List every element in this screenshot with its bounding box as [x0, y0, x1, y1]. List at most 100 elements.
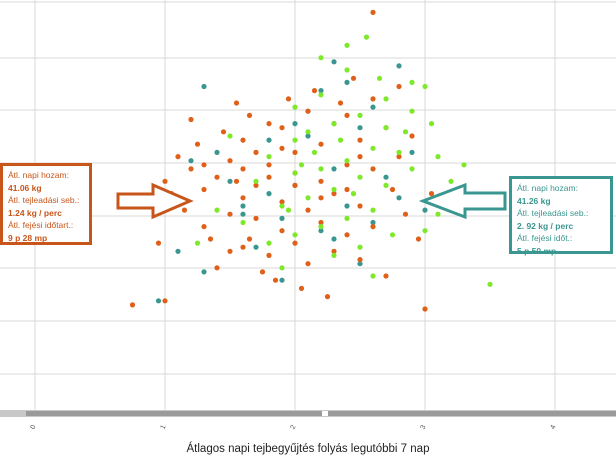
green-point — [344, 67, 350, 73]
orange-point — [246, 112, 253, 118]
teal-point — [227, 178, 233, 184]
orange-point — [292, 149, 298, 155]
orange-point — [298, 285, 305, 291]
green-point — [292, 104, 298, 110]
teal-point — [175, 248, 181, 254]
orange-point — [331, 248, 337, 254]
teal-point — [331, 166, 337, 172]
callout-right: Átl. napi hozam: 41.26 kg Átl. tejleadás… — [509, 176, 613, 256]
orange-point — [259, 269, 266, 275]
green-point — [285, 207, 292, 213]
teal-point — [279, 215, 285, 221]
orange-point — [402, 211, 409, 217]
orange-point — [305, 108, 311, 114]
green-point — [318, 224, 324, 230]
teal-point — [266, 137, 272, 143]
orange-point — [279, 145, 285, 151]
right-arrow — [418, 182, 507, 220]
orange-point — [162, 178, 168, 184]
teal-point — [240, 203, 246, 209]
orange-point — [233, 178, 240, 184]
teal-point — [396, 195, 402, 201]
orange-point — [279, 228, 285, 234]
teal-point — [357, 261, 363, 267]
orange-point — [240, 195, 246, 201]
orange-point — [357, 137, 363, 143]
orange-point — [201, 162, 207, 168]
orange-point — [318, 141, 324, 147]
teal-point — [305, 133, 311, 139]
orange-point — [344, 112, 350, 118]
green-point — [266, 154, 272, 160]
green-point — [370, 207, 376, 213]
orange-point — [253, 215, 259, 221]
orange-point — [155, 240, 162, 246]
teal-point — [201, 269, 207, 275]
orange-point — [324, 294, 331, 300]
right-rate-value: 2. 92 kg / perc — [517, 220, 574, 231]
orange-point — [279, 125, 285, 131]
orange-point — [266, 162, 272, 168]
green-point — [305, 195, 311, 201]
x-tick-label: 0 — [30, 424, 38, 431]
orange-point — [246, 236, 253, 242]
green-point — [487, 281, 493, 287]
green-point — [435, 154, 441, 160]
teal-point — [383, 174, 389, 180]
orange-point — [415, 236, 422, 242]
green-point — [402, 129, 409, 135]
right-time-label: Átl. fejési időt.: — [517, 233, 573, 243]
green-point — [435, 211, 441, 217]
orange-point — [194, 141, 201, 147]
green-point — [357, 244, 363, 250]
green-point — [350, 191, 357, 197]
green-point — [318, 92, 324, 98]
green-point — [370, 145, 376, 151]
green-point — [227, 133, 233, 139]
green-point — [461, 162, 467, 168]
orange-point — [318, 178, 324, 184]
green-point — [396, 149, 402, 155]
orange-point — [214, 174, 220, 180]
orange-point — [357, 257, 363, 263]
teal-point — [357, 125, 363, 131]
orange-point — [279, 199, 285, 205]
orange-point — [396, 154, 402, 160]
orange-point — [357, 154, 363, 160]
orange-point — [318, 219, 324, 226]
x-axis: 0 1 2 3 4 — [0, 410, 616, 431]
green-point — [331, 186, 337, 193]
green-point — [298, 162, 305, 168]
orange-point — [227, 158, 233, 164]
teal-point — [279, 277, 285, 283]
right-rate-label: Átl. tejleadási seb.: — [517, 208, 589, 218]
green-point — [357, 174, 363, 180]
orange-point — [344, 162, 350, 168]
orange-point — [201, 224, 207, 230]
teal-point — [253, 244, 259, 250]
left-time-label: Átl. fejési időtart.: — [8, 220, 74, 230]
teal-point — [331, 236, 337, 242]
left-time-value: 9 p 28 mp — [8, 232, 48, 243]
green-point — [305, 129, 311, 135]
green-point — [448, 178, 454, 184]
teal-point — [331, 59, 337, 65]
orange-point — [266, 121, 272, 127]
orange-point — [370, 224, 376, 230]
orange-point — [233, 100, 240, 106]
orange-point — [305, 261, 311, 267]
orange-point — [331, 191, 337, 197]
orange-point — [240, 137, 246, 143]
x-tick-label: 3 — [420, 424, 428, 431]
green-point — [279, 265, 285, 271]
teal-point — [370, 219, 376, 226]
arrows — [116, 182, 507, 220]
orange-point — [240, 244, 246, 250]
orange-point — [428, 191, 435, 197]
data-points — [129, 9, 493, 312]
orange-point — [396, 83, 402, 90]
orange-point — [305, 207, 311, 213]
orange-point — [227, 211, 233, 217]
callout-left: Átl. napi hozam: 41.06 kg Átl. tejleadás… — [0, 163, 92, 245]
green-point — [214, 207, 220, 213]
